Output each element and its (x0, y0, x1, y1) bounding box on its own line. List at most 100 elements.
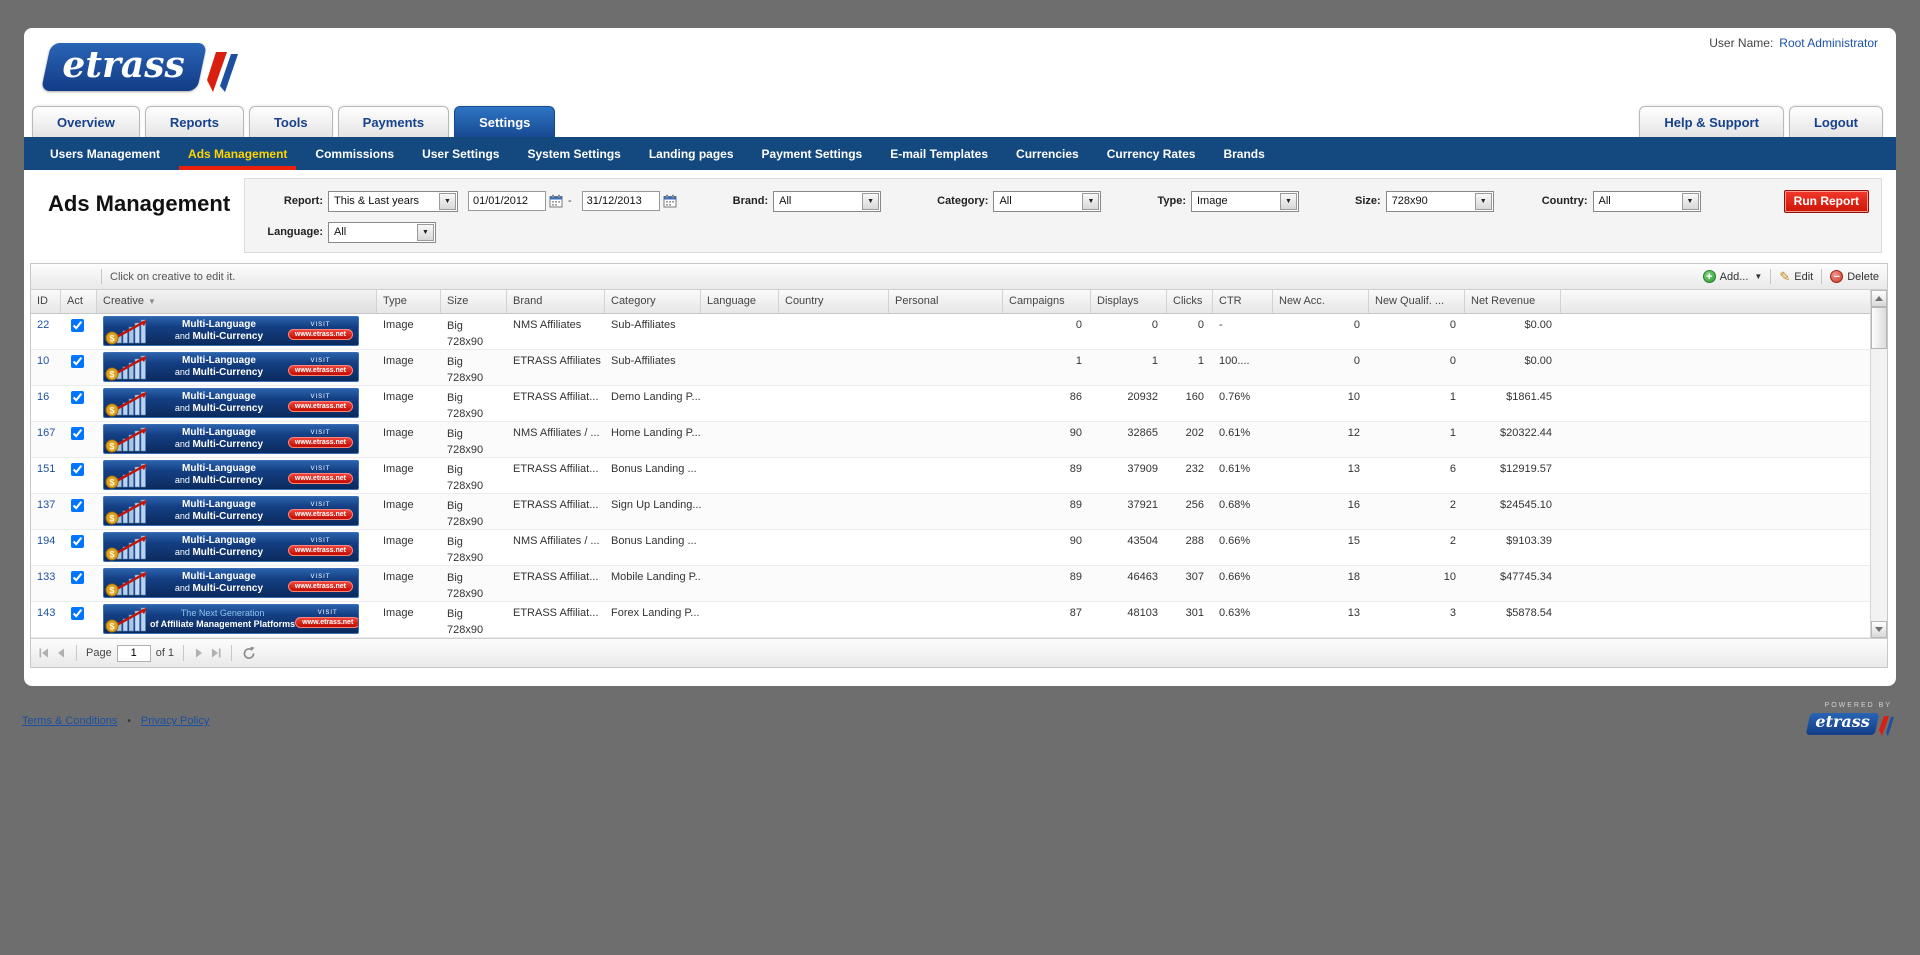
column-header-new-acc[interactable]: New Acc. (1273, 290, 1369, 313)
chevron-down-icon[interactable]: ▼ (1475, 193, 1492, 210)
date-from-input[interactable]: 01/01/2012 (468, 191, 546, 211)
scrollbar-thumb[interactable] (1871, 307, 1887, 349)
row-id-link[interactable]: 16 (37, 391, 49, 403)
chevron-down-icon[interactable]: ▼ (1682, 193, 1699, 210)
calendar-icon[interactable] (549, 194, 563, 208)
creative-banner[interactable]: $Multi-Languageand Multi-CurrencyVISITww… (103, 568, 359, 598)
privacy-link[interactable]: Privacy Policy (141, 715, 209, 727)
tab-payments[interactable]: Payments (338, 106, 449, 137)
active-checkbox[interactable] (71, 463, 84, 476)
row-id-link[interactable]: 167 (37, 427, 55, 439)
column-header-personal[interactable]: Personal (889, 290, 1003, 313)
first-page-button[interactable] (38, 647, 50, 659)
banner-url-button[interactable]: www.etrass.net (288, 365, 353, 376)
add-button[interactable]: + Add... ▼ (1703, 270, 1763, 283)
column-header-category[interactable]: Category (605, 290, 701, 313)
row-id-link[interactable]: 194 (37, 535, 55, 547)
creative-banner[interactable]: $The Next Generationof Affiliate Managem… (103, 604, 359, 634)
chevron-down-icon[interactable]: ▼ (1082, 193, 1099, 210)
tab-logout[interactable]: Logout (1789, 106, 1883, 137)
subnav-item-e-mail-templates[interactable]: E-mail Templates (876, 137, 1002, 170)
banner-url-button[interactable]: www.etrass.net (288, 509, 353, 520)
subnav-item-ads-management[interactable]: Ads Management (174, 137, 301, 170)
banner-url-button[interactable]: www.etrass.net (288, 473, 353, 484)
column-header-net-revenue[interactable]: Net Revenue (1465, 290, 1561, 313)
row-id-link[interactable]: 10 (37, 355, 49, 367)
chevron-down-icon[interactable]: ▼ (862, 193, 879, 210)
edit-button[interactable]: ✎ Edit (1779, 269, 1813, 285)
subnav-item-system-settings[interactable]: System Settings (513, 137, 634, 170)
column-header-size[interactable]: Size (441, 290, 507, 313)
tab-help-support[interactable]: Help & Support (1639, 106, 1784, 137)
creative-banner[interactable]: $Multi-Languageand Multi-CurrencyVISITww… (103, 424, 359, 454)
scrollbar-track[interactable] (1871, 349, 1887, 621)
banner-url-button[interactable]: www.etrass.net (288, 545, 353, 556)
banner-url-button[interactable]: www.etrass.net (288, 437, 353, 448)
page-number-input[interactable] (117, 645, 151, 662)
chevron-down-icon[interactable]: ▼ (417, 224, 434, 241)
row-id-link[interactable]: 133 (37, 571, 55, 583)
creative-banner[interactable]: $Multi-Languageand Multi-CurrencyVISITww… (103, 460, 359, 490)
active-checkbox[interactable] (71, 391, 84, 404)
creative-banner[interactable]: $Multi-Languageand Multi-CurrencyVISITww… (103, 316, 359, 346)
subnav-item-currency-rates[interactable]: Currency Rates (1093, 137, 1210, 170)
row-id-link[interactable]: 22 (37, 319, 49, 331)
type-select[interactable]: Image ▼ (1191, 191, 1299, 212)
last-page-button[interactable] (210, 647, 222, 659)
active-checkbox[interactable] (71, 427, 84, 440)
tab-overview[interactable]: Overview (32, 106, 140, 137)
tab-tools[interactable]: Tools (249, 106, 333, 137)
report-select[interactable]: This & Last years ▼ (328, 191, 458, 212)
creative-banner[interactable]: $Multi-Languageand Multi-CurrencyVISITww… (103, 496, 359, 526)
subnav-item-brands[interactable]: Brands (1209, 137, 1278, 170)
refresh-button[interactable] (241, 646, 255, 660)
language-select[interactable]: All ▼ (328, 222, 436, 243)
column-header-act[interactable]: Act (61, 290, 97, 313)
calendar-icon[interactable] (663, 194, 677, 208)
subnav-item-landing-pages[interactable]: Landing pages (635, 137, 748, 170)
active-checkbox[interactable] (71, 319, 84, 332)
delete-button[interactable]: − Delete (1830, 270, 1879, 283)
row-id-link[interactable]: 151 (37, 463, 55, 475)
active-checkbox[interactable] (71, 499, 84, 512)
active-checkbox[interactable] (71, 607, 84, 620)
column-header-clicks[interactable]: Clicks (1167, 290, 1213, 313)
subnav-item-users-management[interactable]: Users Management (36, 137, 174, 170)
size-select[interactable]: 728x90 ▼ (1386, 191, 1494, 212)
column-header-displays[interactable]: Displays (1091, 290, 1167, 313)
scroll-up-button[interactable] (1871, 290, 1887, 307)
subnav-item-user-settings[interactable]: User Settings (408, 137, 513, 170)
row-id-link[interactable]: 137 (37, 499, 55, 511)
creative-banner[interactable]: $Multi-Languageand Multi-CurrencyVISITww… (103, 532, 359, 562)
column-header-brand[interactable]: Brand (507, 290, 605, 313)
brand-select[interactable]: All ▼ (773, 191, 881, 212)
column-header-country[interactable]: Country (779, 290, 889, 313)
banner-url-button[interactable]: www.etrass.net (288, 401, 353, 412)
column-header-new-qualif[interactable]: New Qualif. ... (1369, 290, 1465, 313)
country-select[interactable]: All ▼ (1593, 191, 1701, 212)
banner-url-button[interactable]: www.etrass.net (288, 581, 353, 592)
subnav-item-commissions[interactable]: Commissions (301, 137, 408, 170)
column-header-type[interactable]: Type (377, 290, 441, 313)
date-to-input[interactable]: 31/12/2013 (582, 191, 660, 211)
subnav-item-currencies[interactable]: Currencies (1002, 137, 1093, 170)
column-header-ctr[interactable]: CTR (1213, 290, 1273, 313)
banner-url-button[interactable]: www.etrass.net (288, 329, 353, 340)
vertical-scrollbar[interactable] (1870, 290, 1887, 638)
terms-link[interactable]: Terms & Conditions (22, 715, 117, 727)
column-header-id[interactable]: ID (31, 290, 61, 313)
column-header-campaigns[interactable]: Campaigns (1003, 290, 1091, 313)
scroll-down-button[interactable] (1871, 621, 1887, 638)
prev-page-button[interactable] (55, 647, 67, 659)
row-id-link[interactable]: 143 (37, 607, 55, 619)
creative-banner[interactable]: $Multi-Languageand Multi-CurrencyVISITww… (103, 388, 359, 418)
chevron-down-icon[interactable]: ▼ (1280, 193, 1297, 210)
category-select[interactable]: All ▼ (993, 191, 1101, 212)
chevron-down-icon[interactable]: ▼ (439, 193, 456, 210)
tab-settings[interactable]: Settings (454, 106, 555, 137)
active-checkbox[interactable] (71, 535, 84, 548)
banner-url-button[interactable]: www.etrass.net (295, 617, 359, 628)
column-header-language[interactable]: Language (701, 290, 779, 313)
next-page-button[interactable] (193, 647, 205, 659)
active-checkbox[interactable] (71, 571, 84, 584)
